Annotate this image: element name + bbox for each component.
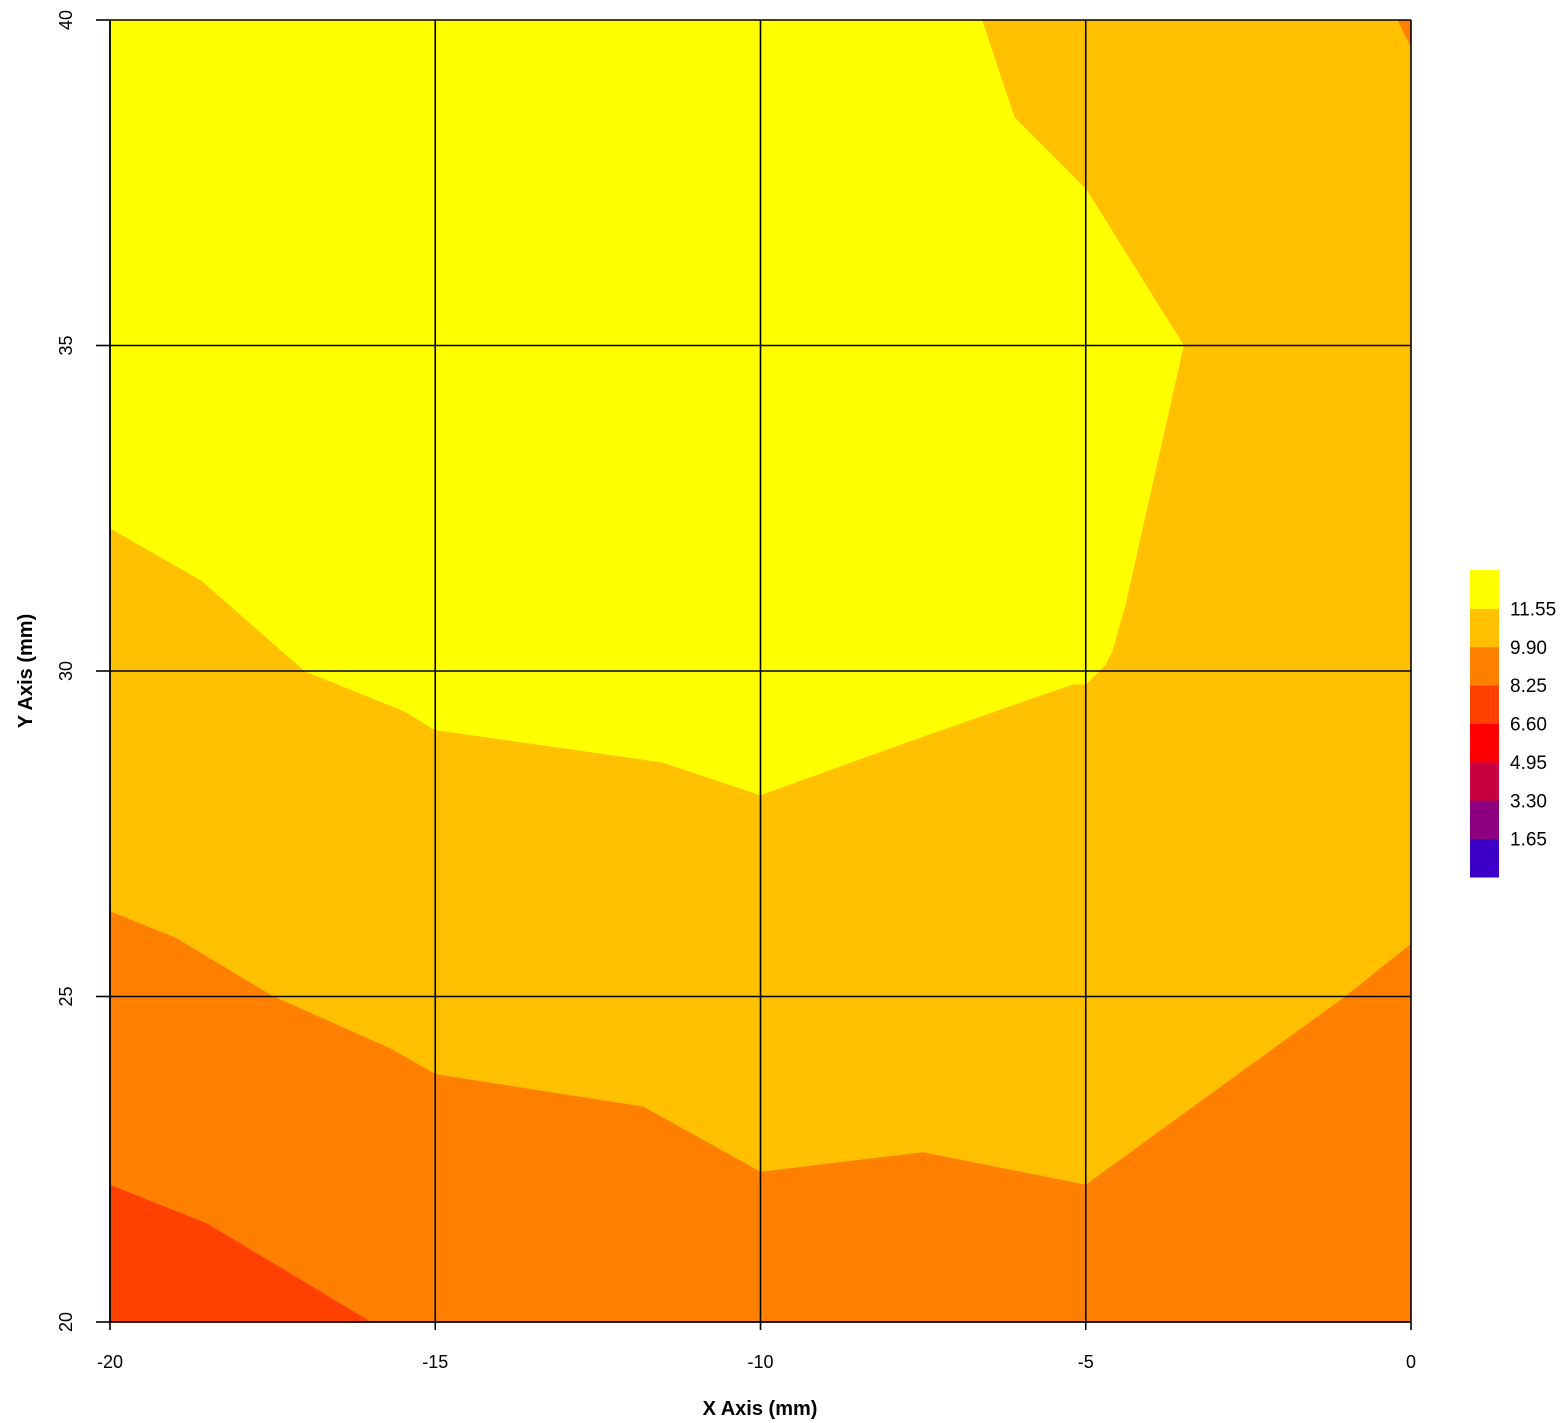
legend-swatch-1 [1470,800,1499,840]
legend-level-label: 11.55 [1510,599,1556,620]
legend-level-label: 8.25 [1510,676,1547,697]
legend-swatch-4 [1470,685,1499,724]
legend-swatch-0 [1470,838,1499,878]
legend-level-label: 3.30 [1510,791,1547,812]
legend-swatch-6 [1470,608,1499,648]
legend-level-label: 4.95 [1510,753,1547,774]
y-tick-label: 35 [56,335,76,355]
axes [96,19,1412,1330]
x-tick-label: 0 [1406,1352,1416,1372]
legend-swatch-5 [1470,646,1499,686]
legend-level-label: 9.90 [1510,638,1547,659]
x-tick-label: -20 [97,1352,123,1372]
y-tick-label: 20 [56,1312,76,1332]
y-tick-label: 25 [56,986,76,1006]
y-tick-labels: 20 25 30 35 40 [56,10,76,1332]
y-tick-label: 30 [56,661,76,681]
x-tick-label: -15 [422,1352,448,1372]
x-tick-labels: -20 -15 -10 -5 0 [97,1352,1416,1372]
legend-swatch-3 [1470,723,1499,763]
x-tick-label: -5 [1078,1352,1094,1372]
legend-level-label: 6.60 [1510,715,1547,736]
x-tick-label: -10 [747,1352,773,1372]
legend-level-label: 1.65 [1510,830,1547,851]
legend-swatch-2 [1470,761,1499,801]
legend: 1.65 3.30 4.95 6.60 8.25 9.90 11.55 [1470,570,1556,878]
x-axis-title: X Axis (mm) [703,1398,818,1420]
legend-swatch-7 [1470,570,1499,609]
y-axis-title: Y Axis (mm) [15,614,37,728]
y-tick-label: 40 [56,10,76,30]
